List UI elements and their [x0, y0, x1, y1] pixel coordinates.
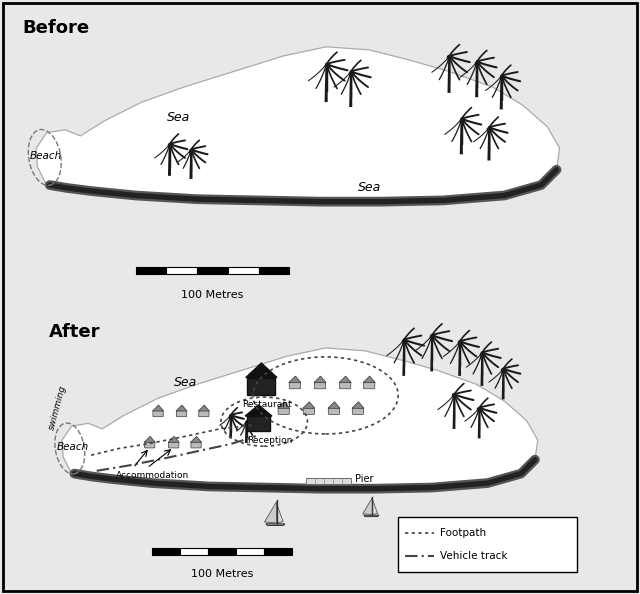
Polygon shape	[36, 47, 559, 201]
Text: Sea: Sea	[174, 376, 198, 389]
Polygon shape	[303, 402, 315, 408]
FancyBboxPatch shape	[328, 407, 340, 415]
Polygon shape	[477, 407, 481, 438]
Polygon shape	[324, 64, 328, 102]
Polygon shape	[246, 363, 277, 378]
Text: Footpath: Footpath	[440, 528, 486, 538]
Polygon shape	[198, 405, 209, 411]
Polygon shape	[430, 335, 433, 371]
Bar	[228, 267, 259, 274]
Polygon shape	[245, 422, 248, 443]
Bar	[306, 478, 351, 484]
Text: Beach: Beach	[30, 151, 62, 161]
Bar	[236, 548, 264, 555]
Polygon shape	[276, 504, 283, 523]
Polygon shape	[289, 376, 301, 383]
Bar	[209, 548, 236, 555]
FancyBboxPatch shape	[340, 382, 351, 388]
Polygon shape	[168, 144, 171, 176]
Text: Beach: Beach	[56, 442, 89, 452]
Polygon shape	[152, 405, 164, 411]
Polygon shape	[349, 71, 352, 107]
Bar	[180, 548, 209, 555]
Polygon shape	[488, 127, 490, 160]
Polygon shape	[189, 150, 193, 179]
Bar	[264, 548, 292, 555]
Polygon shape	[458, 342, 461, 376]
Polygon shape	[403, 340, 405, 376]
FancyBboxPatch shape	[153, 410, 163, 416]
Text: 100 Metres: 100 Metres	[191, 569, 253, 579]
Polygon shape	[460, 119, 463, 154]
Polygon shape	[229, 415, 232, 438]
Text: swimming: swimming	[47, 384, 68, 431]
Bar	[259, 267, 289, 274]
Polygon shape	[176, 405, 187, 411]
Bar	[197, 267, 228, 274]
Polygon shape	[191, 437, 202, 443]
Polygon shape	[144, 437, 155, 443]
Text: Sea: Sea	[358, 181, 381, 194]
Text: Accommodation: Accommodation	[116, 470, 189, 479]
Text: Vehicle track: Vehicle track	[440, 551, 508, 561]
Text: Sea: Sea	[167, 110, 190, 124]
Polygon shape	[502, 369, 504, 399]
FancyBboxPatch shape	[353, 407, 364, 415]
FancyBboxPatch shape	[364, 382, 374, 388]
Bar	[398, 517, 577, 573]
Polygon shape	[278, 402, 290, 408]
Text: Before: Before	[22, 19, 89, 37]
Polygon shape	[372, 500, 378, 514]
Polygon shape	[363, 376, 375, 383]
Bar	[166, 267, 197, 274]
Polygon shape	[452, 394, 456, 429]
FancyBboxPatch shape	[278, 407, 289, 415]
Polygon shape	[168, 437, 179, 443]
Polygon shape	[339, 376, 351, 383]
Polygon shape	[62, 348, 538, 489]
Polygon shape	[475, 62, 478, 97]
Polygon shape	[245, 405, 272, 416]
FancyBboxPatch shape	[191, 442, 201, 448]
Bar	[248, 378, 275, 396]
Polygon shape	[352, 402, 364, 408]
Polygon shape	[363, 498, 372, 514]
Polygon shape	[314, 376, 326, 383]
FancyBboxPatch shape	[199, 410, 209, 416]
FancyBboxPatch shape	[168, 442, 179, 448]
Polygon shape	[447, 56, 451, 93]
Polygon shape	[328, 402, 340, 408]
Polygon shape	[364, 515, 379, 517]
Text: Pier: Pier	[355, 473, 373, 484]
Polygon shape	[481, 352, 483, 386]
Text: 100 Metres: 100 Metres	[181, 290, 244, 301]
FancyBboxPatch shape	[177, 410, 187, 416]
Text: Restaurant: Restaurant	[242, 400, 292, 409]
Polygon shape	[266, 524, 285, 526]
FancyBboxPatch shape	[289, 382, 300, 388]
Bar	[247, 416, 270, 431]
FancyBboxPatch shape	[303, 407, 314, 415]
Bar	[152, 548, 180, 555]
FancyBboxPatch shape	[145, 442, 155, 448]
FancyBboxPatch shape	[314, 382, 326, 388]
Polygon shape	[500, 75, 503, 109]
Polygon shape	[264, 501, 276, 523]
Text: After: After	[49, 323, 100, 341]
Bar	[136, 267, 166, 274]
Text: Reception: Reception	[247, 435, 292, 445]
